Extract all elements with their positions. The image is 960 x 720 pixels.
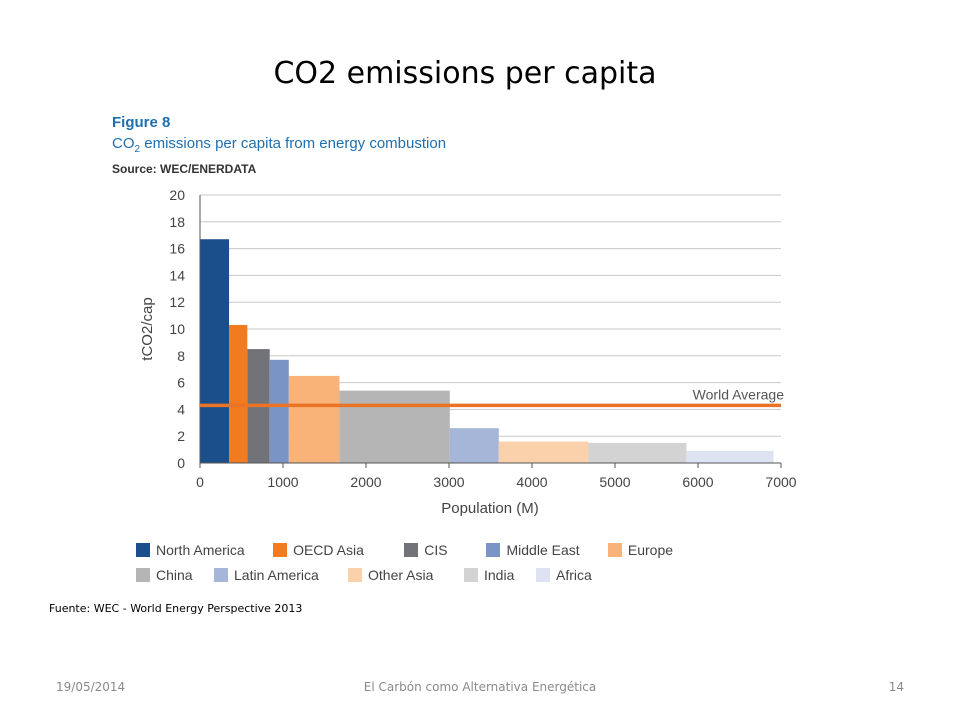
legend-swatch-north-america <box>136 543 150 557</box>
legend-label-north-america: North America <box>156 542 245 558</box>
legend-swatch-latin-america <box>214 568 228 582</box>
caption-prefix: CO <box>112 135 135 152</box>
x-tick-label-2000: 2000 <box>350 474 381 490</box>
figure-caption: CO2 emissions per capita from energy com… <box>112 134 446 160</box>
legend-row-1: North America OECD Asia CIS Middle East Euro… <box>136 540 696 560</box>
y-tick-label-2: 2 <box>177 428 185 444</box>
legend-label-latin-america: Latin America <box>234 567 319 583</box>
x-tick-label-7000: 7000 <box>765 474 796 490</box>
figure-header: Figure 8 CO2 emissions per capita from e… <box>112 114 446 177</box>
legend-label-india: India <box>484 567 515 583</box>
y-axis-label: tCO2/cap <box>139 297 156 360</box>
legend-swatch-africa <box>536 568 550 582</box>
legend-row-2: China Latin America Other Asia India Africa <box>136 565 696 585</box>
footer-date: 19/05/2014 <box>56 680 126 694</box>
footer-center-text: El Carbón como Alternativa Energética <box>363 680 597 694</box>
x-tick-label-1000: 1000 <box>267 474 298 490</box>
figure-source: Source: WEC/ENERDATA <box>112 162 257 176</box>
x-tick-label-4000: 4000 <box>516 474 547 490</box>
y-tick-label-4: 4 <box>177 401 185 417</box>
legend-item-india: India <box>464 565 536 585</box>
legend-label-other-asia: Other Asia <box>368 567 434 583</box>
legend-swatch-cis <box>404 543 419 557</box>
legend-item-europe: Europe <box>607 540 696 560</box>
world-average-label: World Average <box>693 386 785 402</box>
legend-item-oecd-asia: OECD Asia <box>273 540 404 560</box>
x-tick-label-0: 0 <box>196 474 204 490</box>
legend-swatch-europe <box>607 543 622 557</box>
bar-other-asia <box>498 441 589 463</box>
bar-china <box>339 390 450 463</box>
x-tick-label-6000: 6000 <box>682 474 713 490</box>
y-tick-label-12: 12 <box>169 294 185 310</box>
legend-label-middle-east: Middle East <box>506 542 580 558</box>
bar-north-america <box>200 239 230 463</box>
legend-label-oecd-asia: OECD Asia <box>293 542 364 558</box>
y-tick-label-20: 20 <box>169 187 185 203</box>
footer-page-number: 14 <box>888 680 904 694</box>
caption-rest: emissions per capita from energy combust… <box>140 135 447 152</box>
bar-india <box>588 442 687 463</box>
legend-swatch-oecd-asia <box>273 543 288 557</box>
slide-title: CO2 emissions per capita <box>273 56 657 91</box>
legend-swatch-middle-east <box>486 543 501 557</box>
legend-item-latin-america: Latin America <box>214 565 348 585</box>
legend-swatch-china <box>136 568 150 582</box>
y-tick-label-0: 0 <box>177 455 185 471</box>
y-tick-label-16: 16 <box>169 241 185 257</box>
y-tick-label-18: 18 <box>169 214 185 230</box>
bar-oecd-asia <box>229 324 248 463</box>
bar-africa <box>686 450 774 463</box>
legend-swatch-india <box>464 568 478 582</box>
y-tick-label-8: 8 <box>177 348 185 364</box>
y-tick-label-10: 10 <box>169 321 185 337</box>
y-tick-label-14: 14 <box>169 267 185 283</box>
legend-item-other-asia: Other Asia <box>348 565 464 585</box>
legend-swatch-other-asia <box>348 568 362 582</box>
legend-item-middle-east: Middle East <box>486 540 607 560</box>
bar-europe <box>288 375 340 463</box>
legend-label-africa: Africa <box>556 567 592 583</box>
co2-chart: 0 2 4 6 8 10 12 14 16 18 20 0 1000 2000 3000 4000 5000 60… <box>139 187 797 517</box>
legend-label-europe: Europe <box>627 542 674 558</box>
legend-item-china: China <box>136 565 214 585</box>
source-note: Fuente: WEC - World Energy Perspective 2… <box>49 602 303 615</box>
bar-latin-america <box>449 428 499 463</box>
y-tick-label-6: 6 <box>177 375 185 391</box>
chart-legend: North America OECD Asia CIS Middle East Euro… <box>136 540 696 590</box>
x-tick-label-3000: 3000 <box>433 474 464 490</box>
bar-middle-east <box>269 359 289 463</box>
legend-item-north-america: North America <box>136 540 273 560</box>
legend-item-cis: CIS <box>404 540 486 560</box>
x-axis-label: Population (M) <box>441 500 539 517</box>
x-tick-label-5000: 5000 <box>599 474 630 490</box>
legend-label-cis: CIS <box>424 542 448 558</box>
legend-label-china: China <box>156 567 193 583</box>
figure-number: Figure 8 <box>112 114 171 131</box>
legend-item-africa: Africa <box>536 565 616 585</box>
caption-subscript: 2 <box>134 144 141 155</box>
